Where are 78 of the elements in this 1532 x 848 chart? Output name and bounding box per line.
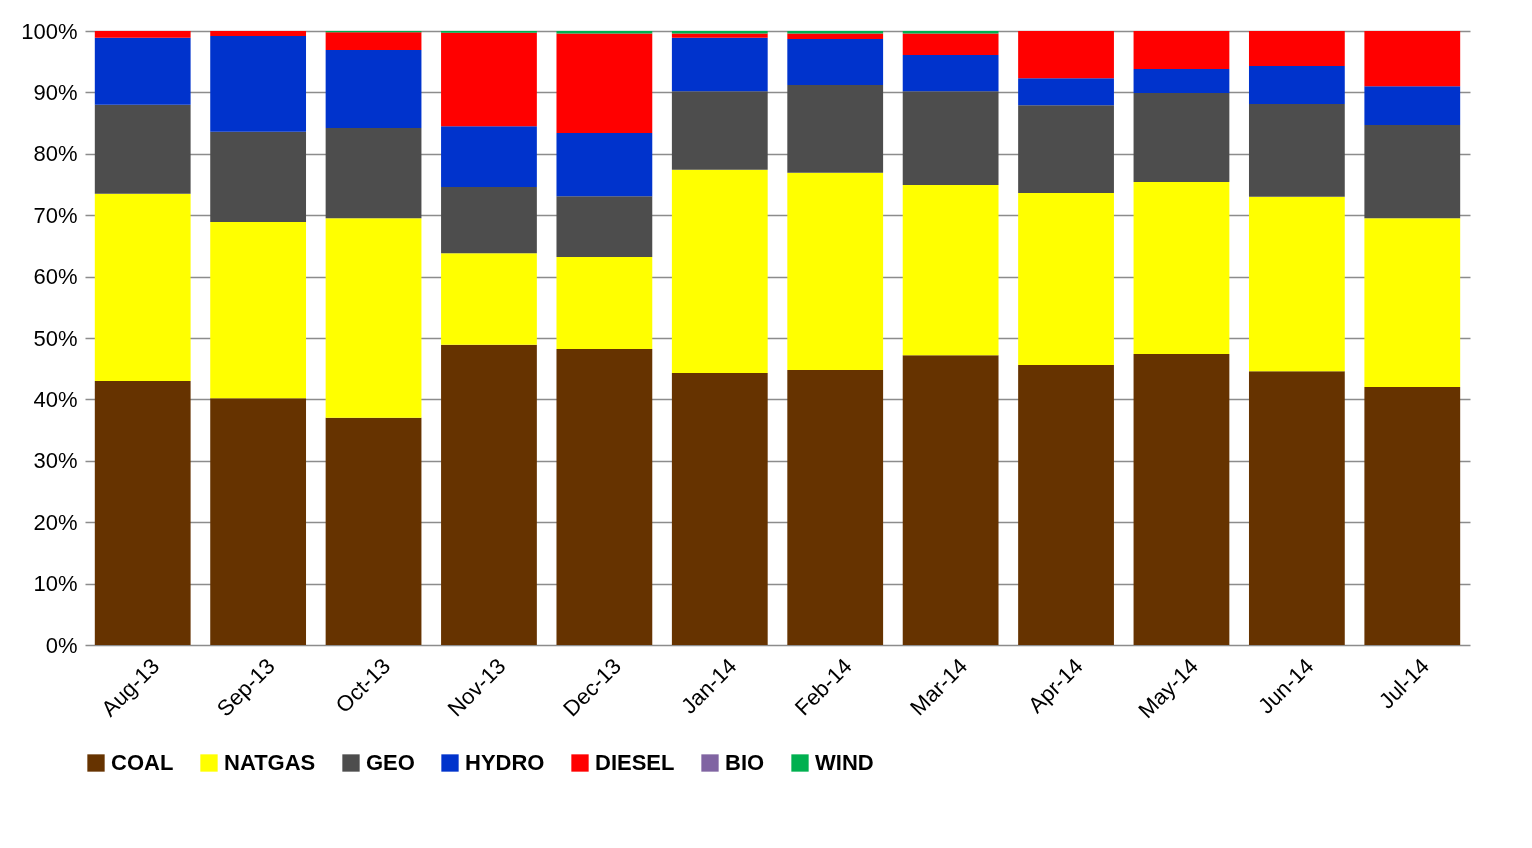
legend-label: BIO xyxy=(725,750,765,775)
bar xyxy=(1364,387,1461,645)
bar xyxy=(1248,104,1345,197)
bar xyxy=(210,35,307,132)
bar xyxy=(94,37,191,105)
y-tick-label: 20% xyxy=(33,509,78,535)
bar xyxy=(556,196,653,257)
bar xyxy=(1133,353,1230,645)
y-tick-label: 40% xyxy=(33,386,78,412)
y-tick-label: 30% xyxy=(33,448,78,474)
bar xyxy=(556,256,653,350)
bar xyxy=(902,54,999,92)
y-tick-label: 50% xyxy=(33,325,78,351)
bar xyxy=(556,349,653,645)
bar xyxy=(1248,371,1345,645)
bar xyxy=(1248,31,1345,66)
bar xyxy=(556,33,653,133)
bar xyxy=(441,344,537,645)
bar xyxy=(94,193,191,381)
bar xyxy=(325,128,422,219)
bar xyxy=(1364,218,1461,388)
bar xyxy=(787,33,884,39)
bar xyxy=(1018,193,1114,366)
bar xyxy=(210,31,307,36)
legend-label: GEO xyxy=(366,750,415,775)
bar xyxy=(1133,93,1230,183)
bar xyxy=(787,38,884,86)
bar xyxy=(1248,196,1345,372)
bar xyxy=(94,104,191,194)
bar xyxy=(441,32,537,127)
y-tick-label: 10% xyxy=(33,571,78,597)
bar xyxy=(1133,69,1230,94)
y-tick-label: 90% xyxy=(33,79,78,105)
bar xyxy=(210,398,307,645)
y-tick-label: 70% xyxy=(33,202,78,228)
bar xyxy=(1364,31,1461,87)
bar xyxy=(556,132,653,197)
y-tick-label: 60% xyxy=(33,264,78,290)
bar xyxy=(325,32,422,51)
y-tick-label: 0% xyxy=(45,632,78,658)
bar xyxy=(902,185,999,356)
bar xyxy=(1248,66,1345,105)
bar xyxy=(787,369,884,645)
bar xyxy=(671,91,768,170)
bar xyxy=(1018,78,1114,106)
bar xyxy=(210,131,307,222)
bar xyxy=(325,417,422,645)
bar xyxy=(902,33,999,55)
bar xyxy=(441,186,537,254)
legend-label: WIND xyxy=(815,750,874,775)
bar xyxy=(1018,31,1114,79)
bar xyxy=(671,37,768,92)
legend-label: HYDRO xyxy=(465,750,545,775)
bar xyxy=(325,50,422,129)
bar xyxy=(902,91,999,186)
bar xyxy=(325,218,422,418)
bar xyxy=(787,85,884,173)
bar xyxy=(94,31,191,38)
bar xyxy=(902,355,999,645)
bar xyxy=(1133,31,1230,70)
bar xyxy=(671,373,768,645)
legend-label: COAL xyxy=(111,750,174,775)
bar xyxy=(1364,86,1461,125)
legend-label: DIESEL xyxy=(595,750,675,775)
y-tick-label: 80% xyxy=(33,141,78,167)
bar xyxy=(1018,365,1114,645)
bar xyxy=(671,33,768,38)
bar xyxy=(787,172,884,370)
bar xyxy=(1364,124,1461,219)
bar xyxy=(441,126,537,187)
bar xyxy=(94,380,191,645)
bar xyxy=(210,221,307,399)
bar xyxy=(1133,182,1230,354)
bar xyxy=(441,253,537,345)
bar xyxy=(1018,105,1114,194)
y-tick-label: 100% xyxy=(21,18,78,44)
bar xyxy=(671,169,768,373)
legend-label: NATGAS xyxy=(224,750,316,775)
